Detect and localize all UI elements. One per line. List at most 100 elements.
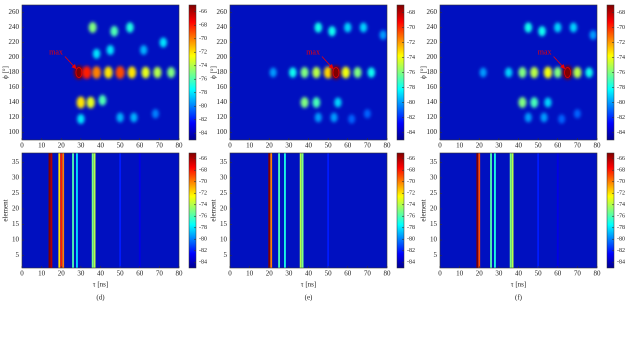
y-axis-label: ϕ [°] [2,66,10,79]
heat-spot [359,22,368,33]
colorbar-tick-label: -74 [617,202,625,208]
heat-stripe [72,153,74,268]
heat-spot [353,67,362,78]
colorbar-tick-label: -84 [407,260,415,266]
y-tick-label: 5 [224,251,228,259]
y-tick-label: 120 [217,113,228,121]
colorbar-tick-label: -74 [407,55,415,61]
y-tick-label: 140 [427,98,438,106]
caption: (e) [305,294,313,302]
y-tick-label: 200 [217,53,228,61]
max-marker [332,67,340,78]
heat-spot [518,97,527,108]
heat-stripe [511,153,514,268]
heat-stripe [62,153,65,268]
heat-spot [573,66,582,79]
heat-spot [159,37,167,48]
x-tick-label: 60 [136,270,144,278]
x-tick-label: 70 [574,270,582,278]
colorbar-tick-label: -76 [407,214,415,220]
colorbar-tick-label: -70 [407,25,415,31]
y-tick-label: 35 [430,158,438,166]
heat-spot [106,44,115,56]
heat-spot [479,67,487,78]
heat-spot [589,30,597,40]
y-tick-label: 160 [427,83,438,91]
heat-spot [77,113,85,125]
x-tick-label: 0 [438,270,442,278]
heat-stripe [76,153,78,268]
heat-spot [558,114,566,124]
heat-stripe [327,153,330,268]
heat-spot [540,112,548,123]
heat-spot [553,67,562,78]
heat-spot [151,109,159,119]
heat-stripe [60,153,63,268]
y-tick-label: 200 [427,53,438,61]
x-tick-label: 20 [476,142,484,150]
heat-spot [367,67,376,78]
heat-spot [92,66,102,79]
y-tick-label: 10 [220,236,228,244]
colorbar-tick-label: -78 [199,225,207,231]
annotation-text: max [49,47,63,56]
heat-stripe [93,153,96,268]
x-tick-label: 30 [285,142,293,150]
colorbar-tick-label: -66 [199,9,207,15]
heat-stripe [58,153,61,268]
x-tick-label: 70 [156,142,164,150]
colorbar-tick-label: -72 [407,191,415,197]
heat-spot [289,67,297,78]
x-tick-label: 60 [554,142,562,150]
heat-spot [538,26,546,37]
heat-stripe [509,153,512,268]
x-tick-label: 60 [554,270,562,278]
colorbar-tick-label: -70 [407,179,415,185]
max-marker [75,67,83,78]
heat-stripe [48,153,51,268]
x-tick-label: 60 [344,142,352,150]
colorbar-tick-label: -72 [407,40,415,46]
x-tick-label: 60 [136,142,144,150]
heat-spot [153,66,162,79]
y-tick-label: 160 [9,83,20,91]
heat-stripe [284,153,286,268]
heat-stripe [138,153,141,268]
x-tick-label: 30 [495,270,503,278]
colorbar-tick-label: -84 [199,131,207,137]
x-tick-label: 40 [97,142,105,150]
y-tick-label: 15 [220,220,228,228]
colorbar-tick-label: -74 [617,55,625,61]
heat-spot [518,67,527,78]
colorbar-tick-label: -68 [407,168,415,174]
annotation-text: max [538,47,552,56]
x-tick-label: 80 [384,270,392,278]
max-marker [564,67,571,78]
y-axis-label: element [2,199,10,221]
heat-spot [127,66,137,79]
x-tick-label: 30 [77,270,85,278]
colorbar-tick-label: -68 [199,168,207,174]
colorbar-tick-label: -70 [617,179,625,185]
colorbar-tick-label: -84 [199,260,207,266]
annotation-arrow [64,56,77,70]
x-tick-label: 50 [117,270,125,278]
colorbar-tick-label: -76 [199,214,207,220]
x-tick-label: 0 [20,270,24,278]
annotation-text: max [306,47,320,56]
heat-spot [524,22,533,33]
y-tick-label: 240 [427,23,438,31]
y-tick-label: 30 [220,173,228,181]
heat-stripe [278,153,280,268]
y-tick-label: 15 [12,220,20,228]
colorbar-tick-label: -74 [199,202,207,208]
heat-stripe [270,153,273,268]
y-tick-label: 180 [427,68,438,76]
x-tick-label: 80 [594,270,602,278]
heat-spot [330,112,338,123]
y-tick-label: 120 [427,113,438,121]
heat-spot [328,26,336,37]
y-tick-label: 140 [9,98,20,106]
heat-spot [312,66,321,79]
colorbar-tick-label: -80 [199,104,207,110]
